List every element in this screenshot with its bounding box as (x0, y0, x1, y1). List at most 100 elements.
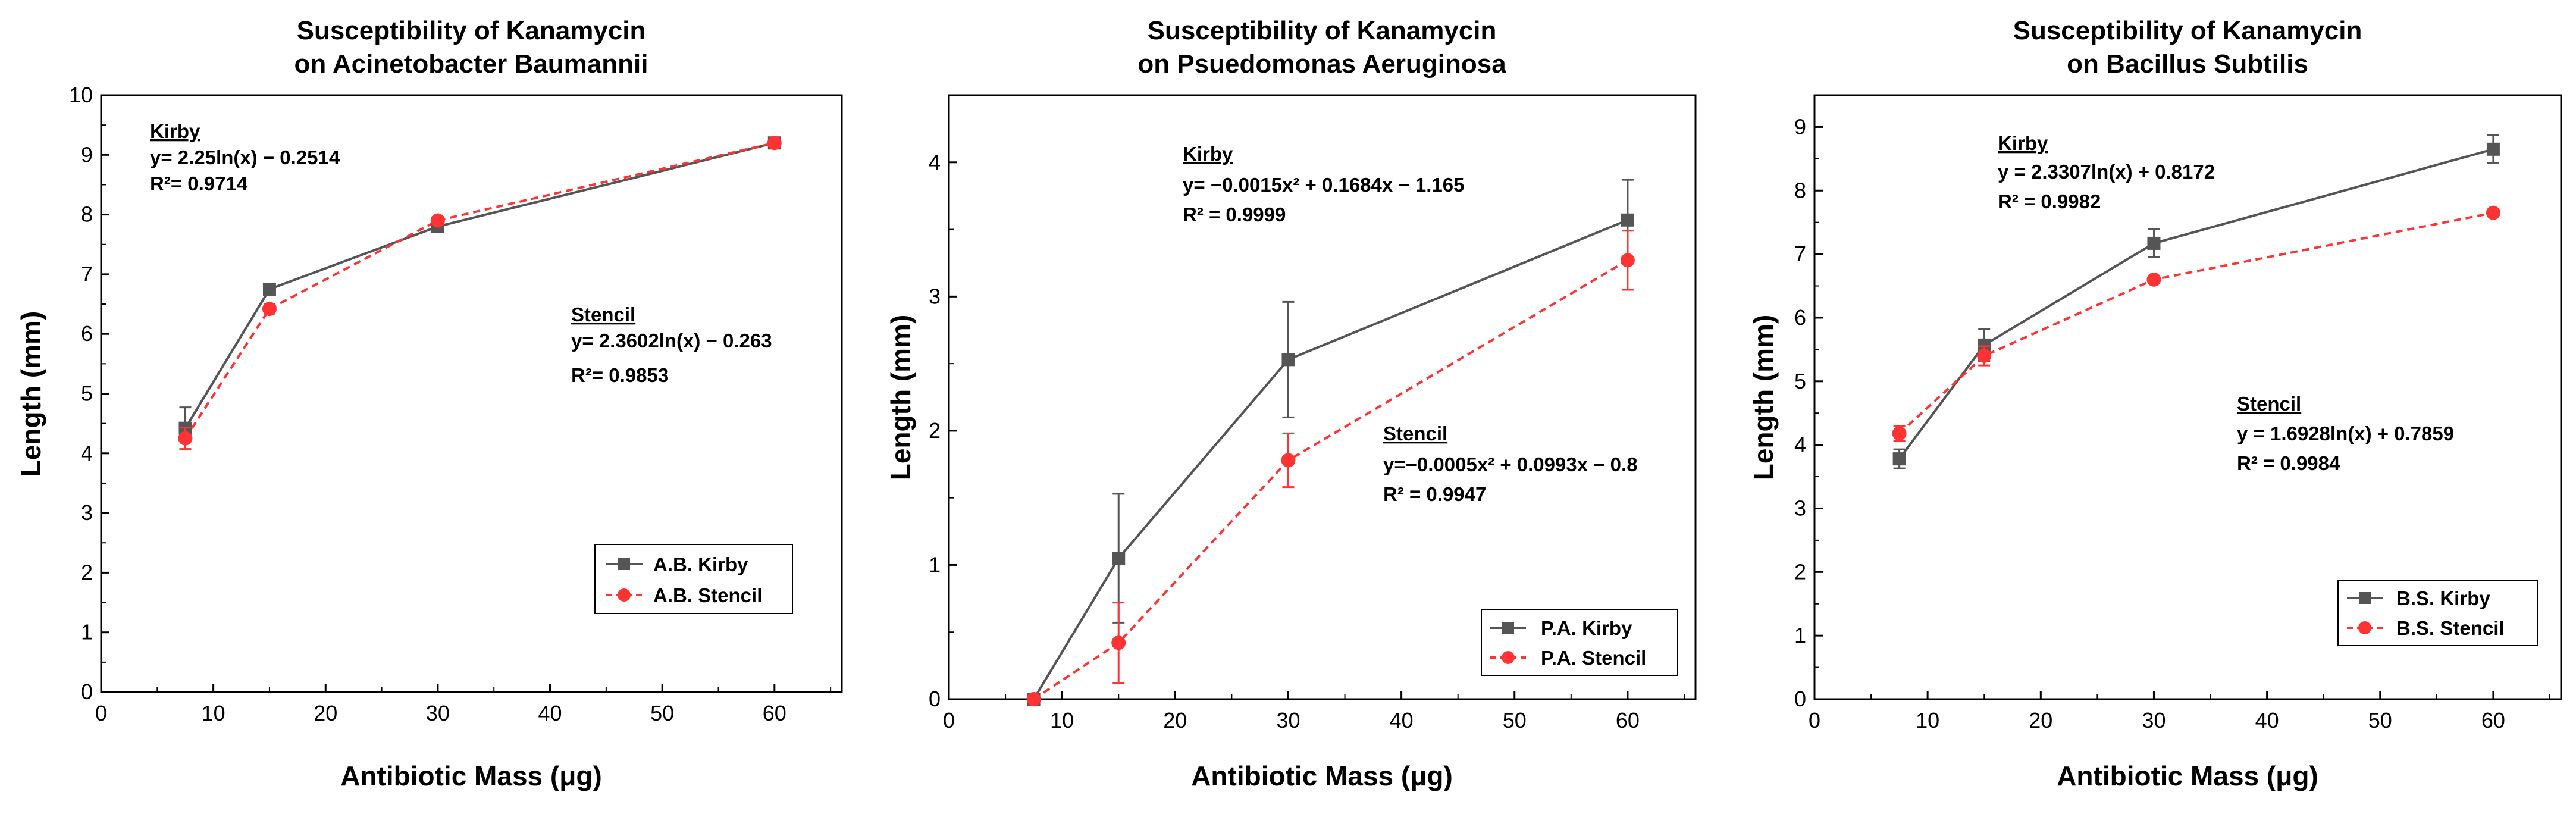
annotation-heading: Kirby (150, 120, 200, 142)
y-tick-label: 2 (81, 560, 93, 584)
annotation-equation: y= −0.0015x² + 0.1684x − 1.165 (1183, 174, 1464, 196)
y-axis-label: Length (mm) (1748, 315, 1779, 481)
y-tick-label: 1 (929, 552, 941, 577)
y-tick-label: 3 (1794, 496, 1806, 520)
y-tick-label: 4 (929, 150, 941, 174)
y-tick-label: 9 (81, 142, 93, 167)
series-line (1033, 259, 1628, 700)
legend-label-kirby: P.A. Kirby (1541, 617, 1632, 639)
y-tick-label: 3 (81, 500, 93, 525)
y-tick-label: 6 (1794, 305, 1806, 330)
annotation-equation: y= 2.3602ln(x) − 0.263 (571, 330, 772, 352)
y-ticks: 0 1 2 3 4 5 6 7 8 9 (1794, 114, 1823, 711)
legend-box (594, 544, 793, 614)
stencil-fit-annotation: Stencil y = 1.6928ln(x) + 0.7859 R² = 0.… (2237, 393, 2454, 474)
chart-panel-ab: Susceptibility of Kanamycin on Acinetoba… (15, 16, 843, 791)
legend-marker-kirby (2359, 592, 2371, 604)
plot-frame (1813, 94, 2562, 700)
data-point (2146, 272, 2161, 287)
x-axis-label: Antibiotic Mass (μg) (2057, 760, 2318, 791)
annotation-equation: y = 1.6928ln(x) + 0.7859 (2237, 422, 2454, 444)
y-tick-label: 8 (1794, 178, 1806, 202)
chart-title-line-2: on Psuedomonas Aeruginosa (1137, 49, 1506, 79)
data-point (1620, 253, 1635, 268)
data-point (2486, 142, 2500, 156)
y-tick-label: 7 (81, 262, 93, 286)
legend-label-stencil: B.S. Stencil (2396, 617, 2505, 639)
y-tick-label: 1 (1794, 623, 1806, 647)
x-tick-label: 50 (1503, 708, 1527, 732)
chart-title-line-1: Susceptibility of Kanamycin (297, 16, 646, 45)
legend-label-kirby: B.S. Kirby (2396, 587, 2490, 609)
x-tick-label: 50 (2368, 708, 2392, 732)
y-tick-label: 10 (69, 83, 93, 107)
y-axis-label: Length (mm) (885, 315, 916, 481)
stencil-fit-annotation: Stencil y= 2.3602ln(x) − 0.263 R²= 0.985… (571, 303, 772, 386)
legend-marker-stencil (618, 588, 631, 602)
x-tick-label: 50 (650, 701, 674, 725)
annotation-r2: R² = 0.9999 (1183, 204, 1286, 226)
y-tick-label: 0 (81, 680, 93, 704)
annotation-r2: R² = 0.9947 (1383, 483, 1486, 505)
y-tick-label: 4 (81, 441, 93, 465)
x-tick-label: 10 (202, 701, 225, 725)
annotation-heading: Stencil (1383, 422, 1447, 444)
series-layer (1026, 179, 1635, 706)
legend-box (2337, 580, 2538, 646)
y-tick-label: 7 (1794, 242, 1806, 266)
x-tick-label: 40 (538, 701, 562, 725)
chart-title-line-1: Susceptibility of Kanamycin (2013, 16, 2362, 45)
x-tick-label: 10 (1916, 708, 1939, 732)
annotation-r2: R² = 0.9982 (1998, 190, 2101, 212)
x-ticks: 0 10 20 30 40 50 60 (1809, 691, 2550, 732)
y-axis-label: Length (mm) (15, 311, 46, 477)
data-point (262, 282, 276, 296)
x-axis-label: Antibiotic Mass (μg) (340, 760, 602, 791)
x-tick-label: 0 (1809, 708, 1820, 732)
data-point (1892, 452, 1906, 466)
annotation-r2: R²= 0.9714 (150, 173, 248, 195)
x-ticks: 0 10 20 30 40 50 60 (943, 691, 1685, 732)
x-tick-label: 10 (1050, 708, 1074, 732)
y-tick-label: 9 (1794, 114, 1806, 139)
x-tick-label: 60 (1616, 708, 1640, 732)
annotation-heading: Kirby (1998, 132, 2048, 154)
series-layer (1892, 134, 2500, 469)
data-point (1281, 353, 1295, 367)
chart-title-line-1: Susceptibility of Kanamycin (1148, 16, 1497, 45)
series-line (184, 142, 775, 429)
x-tick-label: 20 (1163, 708, 1187, 732)
chart-title-line-2: on Acinetobacter Baumannii (294, 49, 648, 79)
annotation-equation: y=−0.0005x² + 0.0993x − 0.8 (1383, 453, 1638, 475)
data-point (1892, 426, 1907, 441)
x-tick-label: 20 (2029, 708, 2052, 732)
y-tick-label: 5 (81, 381, 93, 406)
annotation-heading: Stencil (2237, 393, 2301, 415)
x-tick-label: 60 (2481, 708, 2505, 732)
x-tick-label: 40 (1390, 708, 1414, 732)
x-tick-label: 40 (2255, 708, 2279, 732)
y-tick-label: 1 (81, 620, 93, 644)
data-point (430, 213, 445, 228)
legend-marker-stencil (1502, 651, 1515, 664)
legend-label-kirby: A.B. Kirby (653, 553, 748, 575)
annotation-r2: R²= 0.9853 (571, 364, 669, 386)
data-point (2486, 205, 2500, 220)
x-tick-label: 0 (943, 708, 955, 732)
x-tick-label: 0 (95, 701, 107, 725)
x-ticks: 0 10 20 30 40 50 60 (95, 684, 832, 725)
y-tick-label: 8 (81, 202, 93, 227)
legend: P.A. Kirby P.A. Stencil (1481, 609, 1678, 676)
y-tick-label: 2 (929, 418, 941, 443)
data-point (1281, 453, 1296, 468)
x-tick-label: 30 (1276, 708, 1300, 732)
annotation-equation: y = 2.3307ln(x) + 0.8172 (1998, 161, 2215, 183)
legend: B.S. Kirby B.S. Stencil (2337, 580, 2538, 646)
series-line (1898, 211, 2494, 434)
data-point (1977, 349, 1992, 364)
chart-panel-bs: Susceptibility of Kanamycin on Bacillus … (1748, 16, 2562, 791)
x-axis-label: Antibiotic Mass (μg) (1191, 760, 1453, 791)
legend-box (1481, 609, 1678, 676)
data-point (1026, 692, 1041, 706)
y-tick-label: 3 (929, 284, 941, 308)
